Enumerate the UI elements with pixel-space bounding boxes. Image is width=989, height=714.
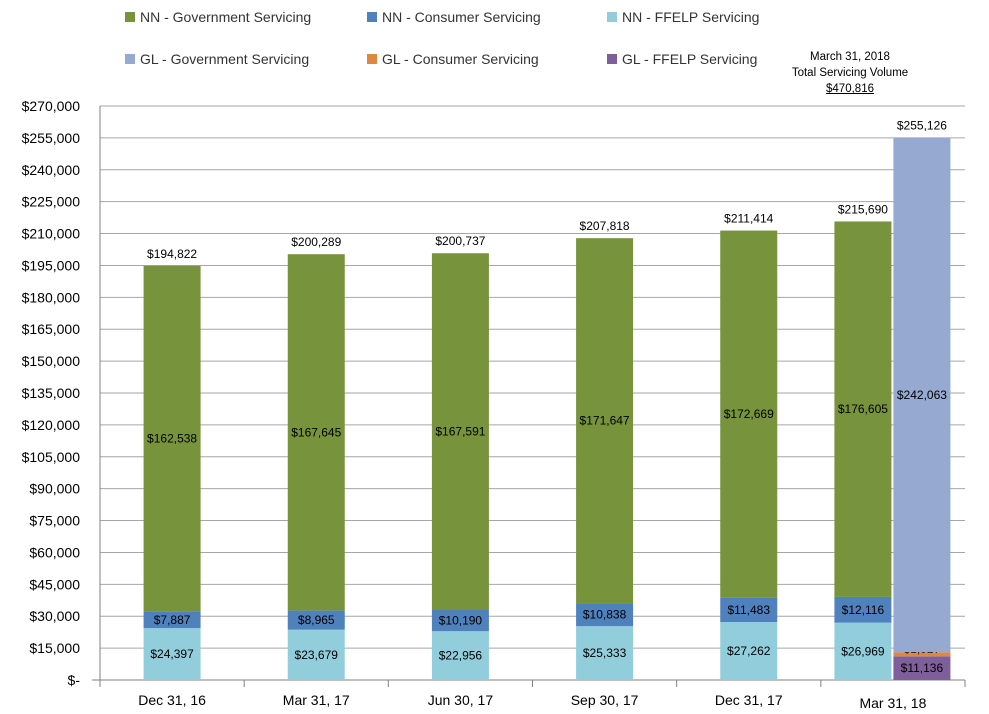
bar-nn-government-servicing <box>576 238 634 604</box>
legend-label-gl-consumer: GL - Consumer Servicing <box>382 51 539 67</box>
bar-nn-consumer-servicing <box>834 596 892 623</box>
data-label-nn-ffelp-servicing: $26,969 <box>841 644 885 658</box>
bar-nn-consumer-servicing <box>720 597 778 623</box>
legend-swatch-nn-government <box>125 12 135 22</box>
x-tick-label: Jun 30, 17 <box>428 692 494 708</box>
bar-total-label: $211,414 <box>724 212 773 226</box>
y-tick-label: $150,000 <box>22 353 81 369</box>
bar-nn-ffelp-servicing <box>143 628 201 680</box>
x-tick-label: Dec 31, 16 <box>138 692 206 708</box>
bar-nn-ffelp-servicing <box>720 622 778 680</box>
legend-item-nn-consumer: NN - Consumer Servicing <box>367 9 541 25</box>
y-tick-label: $105,000 <box>22 449 81 465</box>
bar-gl-consumer-servicing <box>893 652 951 657</box>
y-tick-label: $225,000 <box>22 194 81 210</box>
bar-total-label: $200,737 <box>435 234 485 248</box>
bar-nn-ffelp-servicing <box>431 631 489 680</box>
y-tick-label: $255,000 <box>22 130 81 146</box>
data-label-gl-ffelp-servicing: $11,136 <box>901 661 944 675</box>
data-label-gl-government-servicing: $242,063 <box>897 388 947 402</box>
bar-nn-ffelp-servicing <box>287 629 345 680</box>
data-label-nn-consumer-servicing: $12,116 <box>842 603 885 617</box>
data-label-nn-government-servicing: $167,591 <box>435 424 485 438</box>
bar-nn-government-servicing <box>143 265 201 612</box>
x-tick-label: Mar 31, 18 <box>859 695 926 711</box>
data-label-nn-government-servicing: $176,605 <box>838 402 888 416</box>
data-label-nn-ffelp-servicing: $25,333 <box>583 646 627 660</box>
bar-nn-consumer-servicing <box>576 603 634 627</box>
data-label-nn-government-servicing: $171,647 <box>580 414 630 428</box>
data-label-nn-consumer-servicing: $7,887 <box>154 613 191 627</box>
bar-gl-government-servicing <box>893 137 951 653</box>
y-tick-label: $75,000 <box>29 513 80 529</box>
legend-swatch-nn-ffelp <box>607 12 617 22</box>
bar-total-label: $200,289 <box>291 235 341 249</box>
bar-nn-consumer-servicing <box>287 610 345 630</box>
y-tick-label: $180,000 <box>22 289 81 305</box>
legend-item-nn-government: NN - Government Servicing <box>125 9 311 25</box>
data-label-nn-consumer-servicing: $10,838 <box>583 608 627 622</box>
legend-label-nn-consumer: NN - Consumer Servicing <box>382 9 541 25</box>
data-label-nn-ffelp-servicing: $22,956 <box>439 649 483 663</box>
y-tick-label: $195,000 <box>22 257 81 273</box>
x-tick-label: Dec 31, 17 <box>715 692 783 708</box>
bar-nn-government-servicing <box>431 253 489 610</box>
bar-nn-ffelp-servicing <box>834 622 892 680</box>
y-tick-label: $240,000 <box>22 162 81 178</box>
legend-swatch-gl-government <box>125 54 135 64</box>
y-tick-label: $15,000 <box>29 640 80 656</box>
annotation-caption: Total Servicing Volume <box>791 67 909 79</box>
bar-nn-government-servicing <box>720 230 778 598</box>
data-label-nn-consumer-servicing: $8,965 <box>298 613 335 627</box>
legend-item-gl-government: GL - Government Servicing <box>125 51 309 67</box>
y-tick-label: $45,000 <box>29 576 80 592</box>
bar-nn-consumer-servicing <box>431 609 489 632</box>
bar-nn-ffelp-servicing <box>576 626 634 680</box>
y-tick-label: $135,000 <box>22 385 81 401</box>
legend-item-gl-consumer: GL - Consumer Servicing <box>367 51 539 67</box>
data-label-nn-consumer-servicing: $10,190 <box>439 613 483 627</box>
bar-total-label: $194,822 <box>147 247 197 261</box>
y-tick-label: $60,000 <box>29 544 80 560</box>
legend-swatch-gl-consumer <box>367 54 377 64</box>
y-tick-label: $30,000 <box>29 608 80 624</box>
y-tick-label: $270,000 <box>22 98 81 114</box>
data-label-nn-ffelp-servicing: $23,679 <box>295 648 339 662</box>
y-tick-label: $120,000 <box>22 417 81 433</box>
data-label-nn-ffelp-servicing: $24,397 <box>150 647 194 661</box>
legend-item-nn-ffelp: NN - FFELP Servicing <box>607 9 759 25</box>
legend-item-gl-ffelp: GL - FFELP Servicing <box>607 51 757 67</box>
y-tick-label: $- <box>68 672 81 688</box>
legend-label-nn-ffelp: NN - FFELP Servicing <box>622 9 760 25</box>
annotation-total: $470,816 <box>826 83 874 95</box>
x-tick-label: Mar 31, 17 <box>283 692 350 708</box>
data-label-nn-consumer-servicing: $11,483 <box>728 603 771 617</box>
bar-total-label: $255,126 <box>897 119 947 133</box>
bar-nn-consumer-servicing <box>143 611 201 629</box>
y-tick-label: $210,000 <box>22 226 81 242</box>
bar-gl-ffelp-servicing <box>893 656 951 680</box>
legend-label-gl-ffelp: GL - FFELP Servicing <box>622 51 758 67</box>
bar-nn-government-servicing <box>287 254 345 611</box>
x-tick-label: Sep 30, 17 <box>571 692 639 708</box>
total-volume-annotation: March 31, 2018 Total Servicing Volume $4… <box>770 49 930 97</box>
data-label-nn-government-servicing: $167,645 <box>291 425 341 439</box>
legend-label-nn-government: NN - Government Servicing <box>140 9 312 25</box>
bar-nn-government-servicing <box>834 221 892 597</box>
y-tick-label: $90,000 <box>29 481 80 497</box>
data-label-nn-government-servicing: $172,669 <box>724 407 774 421</box>
legend-swatch-nn-consumer <box>367 12 377 22</box>
legend-swatch-gl-ffelp <box>607 54 617 64</box>
legend-label-gl-government: GL - Government Servicing <box>140 51 310 67</box>
annotation-date: March 31, 2018 <box>810 51 890 63</box>
data-label-nn-ffelp-servicing: $27,262 <box>727 644 771 658</box>
data-label-nn-government-servicing: $162,538 <box>147 432 197 446</box>
bar-total-label: $207,818 <box>580 219 630 233</box>
bar-total-label: $215,690 <box>838 202 888 216</box>
y-tick-label: $165,000 <box>22 321 81 337</box>
